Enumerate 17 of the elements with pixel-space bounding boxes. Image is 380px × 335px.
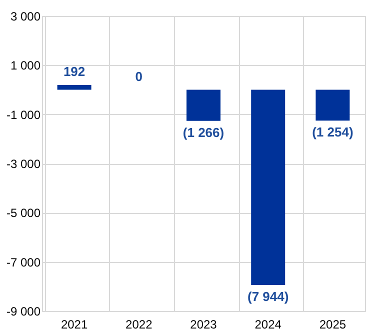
y-tick-label: -1 000 [6, 108, 41, 122]
data-label: (1 254) [312, 124, 354, 140]
data-label: (1 266) [182, 124, 224, 140]
data-label: 0 [135, 68, 143, 84]
x-tick-label: 2024 [254, 318, 282, 332]
data-label: 192 [63, 64, 86, 80]
y-tick-label: -5 000 [6, 206, 41, 220]
x-tick-label: 2023 [190, 318, 218, 332]
y-tick-label: 3 000 [10, 10, 41, 24]
y-tick-label: -7 000 [6, 255, 41, 270]
x-tick-label: 2025 [319, 318, 346, 332]
x-tick-label: 2021 [60, 318, 88, 332]
y-tick-label: -9 000 [6, 304, 41, 318]
y-tick-label: 1 000 [10, 58, 41, 73]
x-tick-label: 2022 [126, 318, 153, 332]
data-label: (7 944) [248, 289, 289, 304]
y-tick-label: -3 000 [6, 157, 41, 171]
